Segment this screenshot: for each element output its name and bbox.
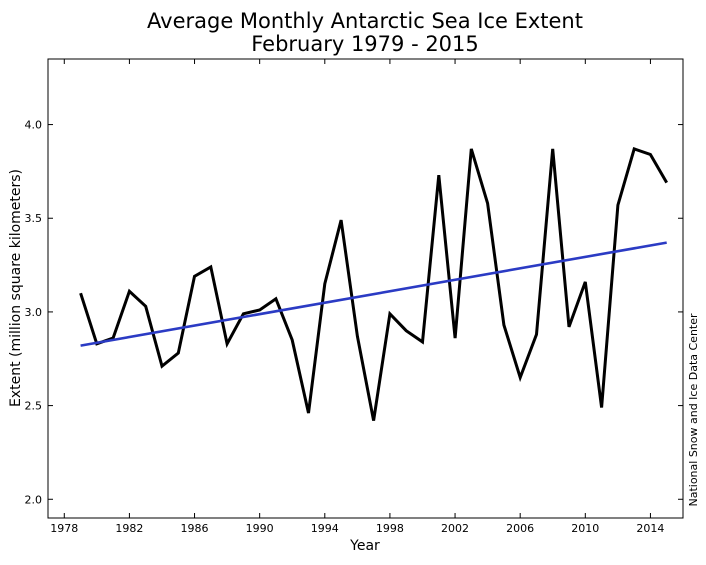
x-axis-ticks: 1978 1982 1986 1990 1994 1998 2002 2006 2010 2014 bbox=[50, 59, 664, 535]
x-tick-label: 1990 bbox=[246, 522, 274, 535]
x-tick-label: 2014 bbox=[636, 522, 664, 535]
y-tick-label: 3.0 bbox=[25, 306, 43, 319]
x-tick-label: 1986 bbox=[181, 522, 209, 535]
y-tick-label: 4.0 bbox=[25, 119, 43, 132]
y-tick-label: 3.5 bbox=[25, 212, 43, 225]
x-tick-label: 1998 bbox=[376, 522, 404, 535]
x-tick-label: 2010 bbox=[571, 522, 599, 535]
y-axis-ticks: 2.0 2.5 3.0 3.5 4.0 bbox=[25, 119, 683, 506]
x-tick-label: 2002 bbox=[441, 522, 469, 535]
series-line-extent bbox=[79, 146, 668, 421]
x-tick-label: 1982 bbox=[115, 522, 143, 535]
chart-subtitle: February 1979 - 2015 bbox=[251, 32, 479, 56]
y-axis-label: Extent (million square kilometers) bbox=[8, 169, 24, 407]
x-tick-label: 1978 bbox=[50, 522, 78, 535]
y-tick-label: 2.5 bbox=[25, 400, 43, 413]
series-layer bbox=[79, 146, 668, 421]
x-axis-label: Year bbox=[349, 538, 380, 554]
credit-label: National Snow and Ice Data Center bbox=[687, 313, 700, 507]
y-tick-label: 2.0 bbox=[25, 493, 43, 506]
plot-frame bbox=[47, 58, 684, 519]
chart-title: Average Monthly Antarctic Sea Ice Extent bbox=[147, 9, 583, 33]
series-line-trend bbox=[80, 241, 667, 347]
x-tick-label: 1994 bbox=[311, 522, 339, 535]
x-tick-label: 2006 bbox=[506, 522, 534, 535]
